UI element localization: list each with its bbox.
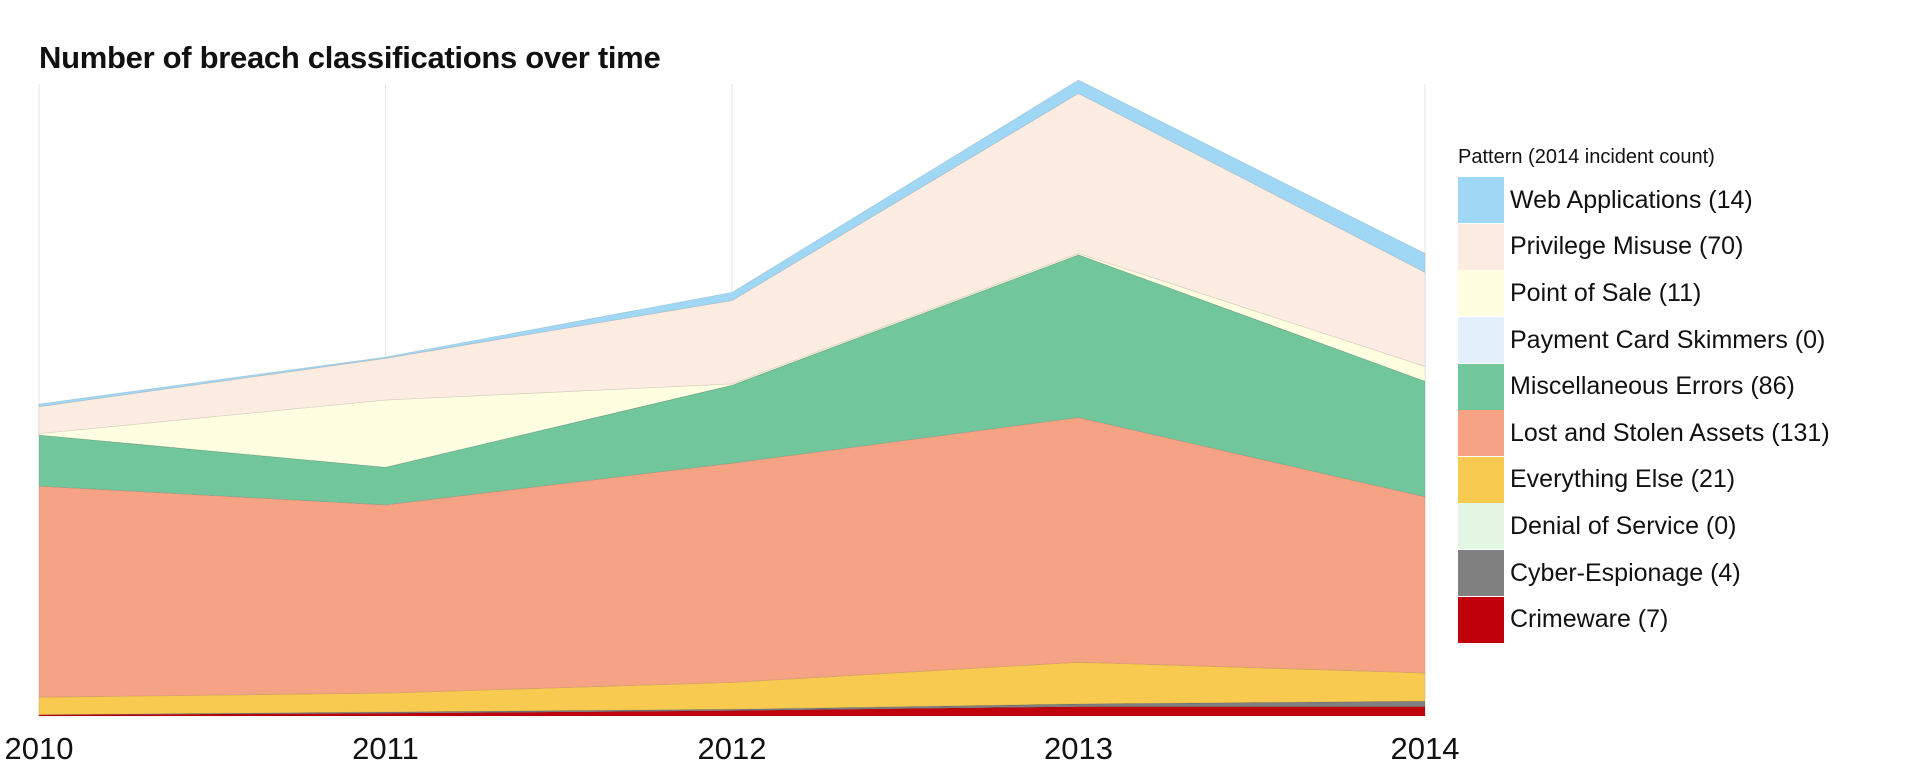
area-crimeware [38,706,1426,717]
legend: Pattern (2014 incident count) Web Applic… [1458,146,1830,643]
legend-item-everything-else[interactable]: Everything Else (21) [1458,456,1830,504]
legend-label: Everything Else (21) [1510,465,1736,494]
area-series [38,79,1426,717]
area-cyber-espionage [38,700,1426,716]
legend-swatch [1458,363,1504,410]
legend-swatch [1458,223,1504,270]
legend-item-privilege-misuse[interactable]: Privilege Misuse (70) [1458,223,1830,271]
legend-swatch [1458,270,1504,317]
legend-label: Miscellaneous Errors (86) [1510,372,1795,401]
x-tick-label-2013: 2013 [1044,731,1113,766]
legend-swatch [1458,550,1504,597]
legend-label: Payment Card Skimmers (0) [1510,325,1826,354]
x-axis: 2010 2011 2012 2013 2014 [5,731,1460,766]
legend-label: Cyber-Espionage (4) [1510,558,1741,587]
x-tick-label-2011: 2011 [352,731,419,766]
chart-title: Number of breach classifications over ti… [39,40,661,75]
legend-label: Privilege Misuse (70) [1510,232,1744,261]
legend-label: Denial of Service (0) [1510,511,1737,540]
legend-item-point-of-sale[interactable]: Point of Sale (11) [1458,270,1830,317]
legend-swatch [1458,317,1504,364]
legend-swatch [1458,503,1504,550]
legend-label: Crimeware (7) [1510,605,1669,634]
legend-item-lost-and-stolen-assets[interactable]: Lost and Stolen Assets (131) [1458,410,1830,457]
legend-swatch [1458,410,1504,457]
legend-item-web-applications[interactable]: Web Applications (14) [1458,177,1830,224]
legend-item-cyber-espionage[interactable]: Cyber-Espionage (4) [1458,550,1830,597]
area-web-applications [38,79,1426,408]
legend-swatch [1458,456,1504,503]
legend-label: Web Applications (14) [1510,185,1753,214]
legend-swatch [1458,596,1504,643]
legend-item-crimeware[interactable]: Crimeware (7) [1458,596,1830,643]
legend-swatch [1458,177,1504,224]
legend-title: Pattern (2014 incident count) [1458,146,1715,168]
legend-label: Lost and Stolen Assets (131) [1510,418,1830,447]
legend-item-denial-of-service[interactable]: Denial of Service (0) [1458,503,1830,550]
x-tick-label-2012: 2012 [698,731,767,766]
legend-item-miscellaneous-errors[interactable]: Miscellaneous Errors (86) [1458,363,1830,410]
legend-items: Web Applications (14) Privilege Misuse (7… [1458,177,1830,643]
legend-item-payment-card-skimmers[interactable]: Payment Card Skimmers (0) [1458,317,1830,364]
x-tick-label-2014: 2014 [1391,731,1460,766]
x-tick-label-2010: 2010 [5,731,74,766]
legend-label: Point of Sale (11) [1510,278,1702,307]
